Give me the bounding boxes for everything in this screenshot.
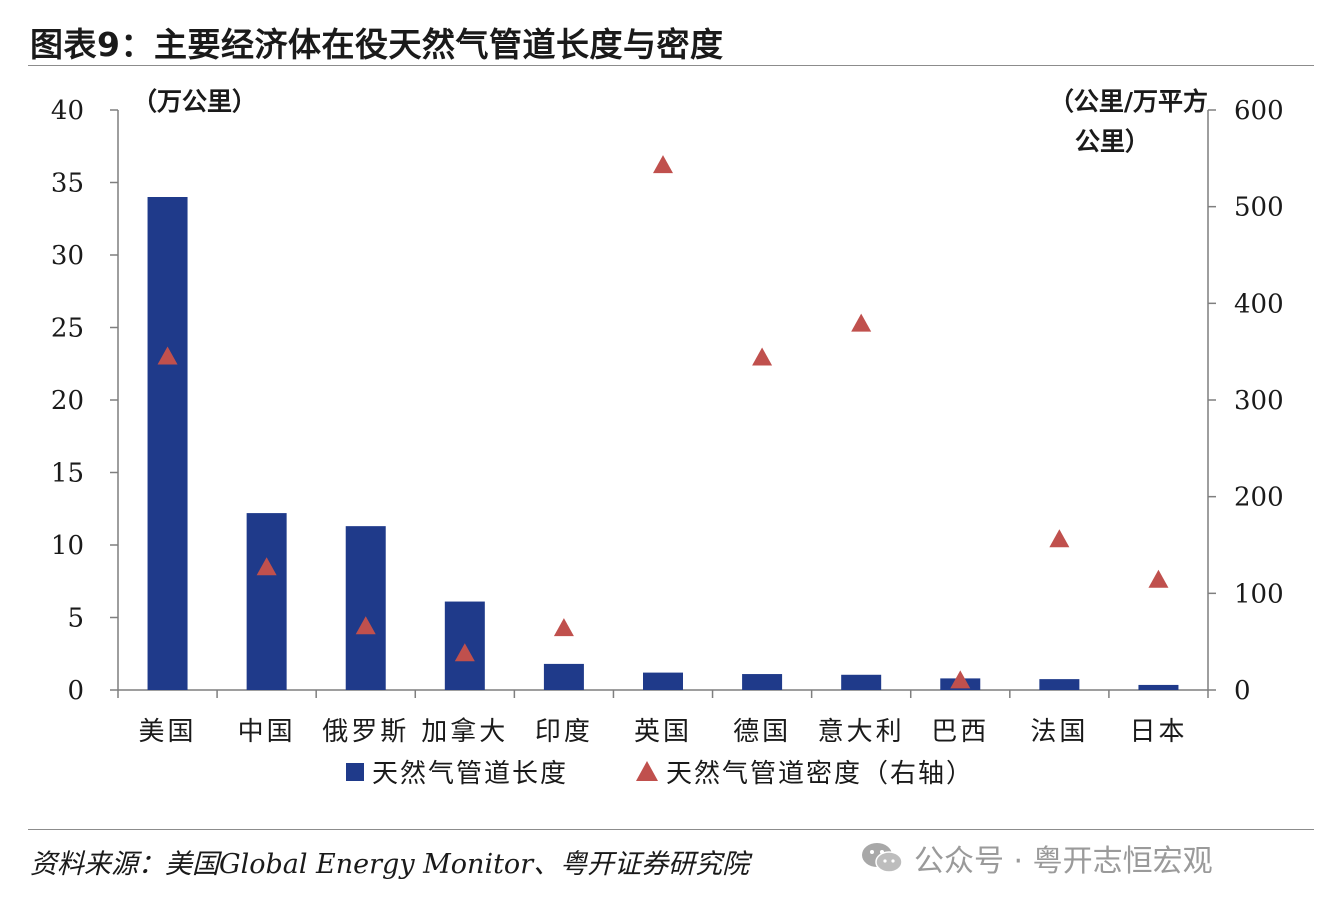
chart-legend: 天然气管道长度 天然气管道密度（右轴） xyxy=(346,759,974,789)
y-right-tick-label: 400 xyxy=(1234,289,1284,319)
triangle-marker xyxy=(355,616,376,635)
triangle-marker xyxy=(851,313,872,332)
x-category-label: 日本 xyxy=(1129,717,1187,747)
bar xyxy=(1039,679,1080,690)
bar xyxy=(643,672,683,690)
page-title: 图表9：主要经济体在役天然气管道长度与密度 xyxy=(30,25,724,64)
triangle-marker xyxy=(454,643,475,662)
bar xyxy=(147,197,188,690)
x-category-label: 英国 xyxy=(634,717,692,747)
bar xyxy=(1138,684,1179,690)
bar xyxy=(841,674,882,690)
x-category-label: 德国 xyxy=(733,717,791,747)
wechat-icon xyxy=(862,843,903,873)
bar xyxy=(742,674,783,690)
bar xyxy=(345,526,386,690)
source-note: 资料来源：美国Global Energy Monitor、粤开证券研究院 xyxy=(30,849,750,880)
legend-triangle-swatch xyxy=(636,761,658,781)
y-left-tick-label: 25 xyxy=(51,314,84,344)
x-category-label: 美国 xyxy=(139,717,197,747)
x-category-label: 印度 xyxy=(535,717,593,747)
bar xyxy=(543,663,584,690)
y-left-tick-label: 40 xyxy=(51,96,84,126)
bar xyxy=(246,513,287,690)
y-right-tick-label: 300 xyxy=(1234,386,1284,416)
triangle-marker xyxy=(653,155,673,174)
marker-series xyxy=(157,155,1169,689)
y-left-tick-label: 35 xyxy=(51,169,84,199)
y-left-tick-label: 0 xyxy=(67,676,84,706)
y-left-axis-label: （万公里） xyxy=(132,87,257,116)
y-left-tick-label: 10 xyxy=(51,531,84,561)
x-category-label: 意大利 xyxy=(818,717,905,747)
y-left-tick-label: 5 xyxy=(67,604,84,634)
y-right-axis-label: （公里/万平方 xyxy=(1049,87,1208,116)
y-right-tick-label: 500 xyxy=(1234,193,1284,223)
x-category-label: 俄罗斯 xyxy=(322,717,409,747)
y-right-tick-label: 100 xyxy=(1234,579,1284,609)
x-category-label: 巴西 xyxy=(931,717,989,747)
triangle-marker xyxy=(553,618,574,637)
x-category-label: 中国 xyxy=(238,717,296,747)
y-left-tick-label: 30 xyxy=(51,241,84,271)
legend-label-length: 天然气管道长度 xyxy=(372,759,568,789)
chart-labels: 05101520253035400100200300400500600美国 中国俄… xyxy=(51,87,1284,747)
triangle-marker xyxy=(1148,569,1169,588)
title-divider xyxy=(28,65,1314,66)
chart: 05101520253035400100200300400500600美国 中国俄… xyxy=(51,87,1284,789)
y-right-tick-label: 0 xyxy=(1234,676,1251,706)
watermark: 公众号 · 粤开志恒宏观 xyxy=(860,836,1213,880)
x-category-label: 加拿大 xyxy=(421,717,508,747)
watermark-text: 公众号 · 粤开志恒宏观 xyxy=(914,844,1213,879)
y-left-tick-label: 15 xyxy=(51,459,84,489)
legend-bar-swatch xyxy=(346,763,364,781)
bar-series xyxy=(147,197,1179,690)
triangle-marker xyxy=(157,346,178,365)
y-right-axis-label-line2: 公里） xyxy=(1075,127,1150,156)
triangle-marker xyxy=(1049,529,1070,548)
triangle-marker xyxy=(752,347,773,366)
y-right-tick-label: 600 xyxy=(1234,96,1284,126)
y-right-tick-label: 200 xyxy=(1234,483,1284,513)
legend-label-density: 天然气管道密度（右轴） xyxy=(666,759,974,789)
triangle-marker xyxy=(950,670,971,689)
triangle-marker xyxy=(256,557,277,576)
y-left-tick-label: 20 xyxy=(51,386,84,416)
source-divider xyxy=(28,829,1314,830)
x-category-label: 法国 xyxy=(1030,717,1088,747)
